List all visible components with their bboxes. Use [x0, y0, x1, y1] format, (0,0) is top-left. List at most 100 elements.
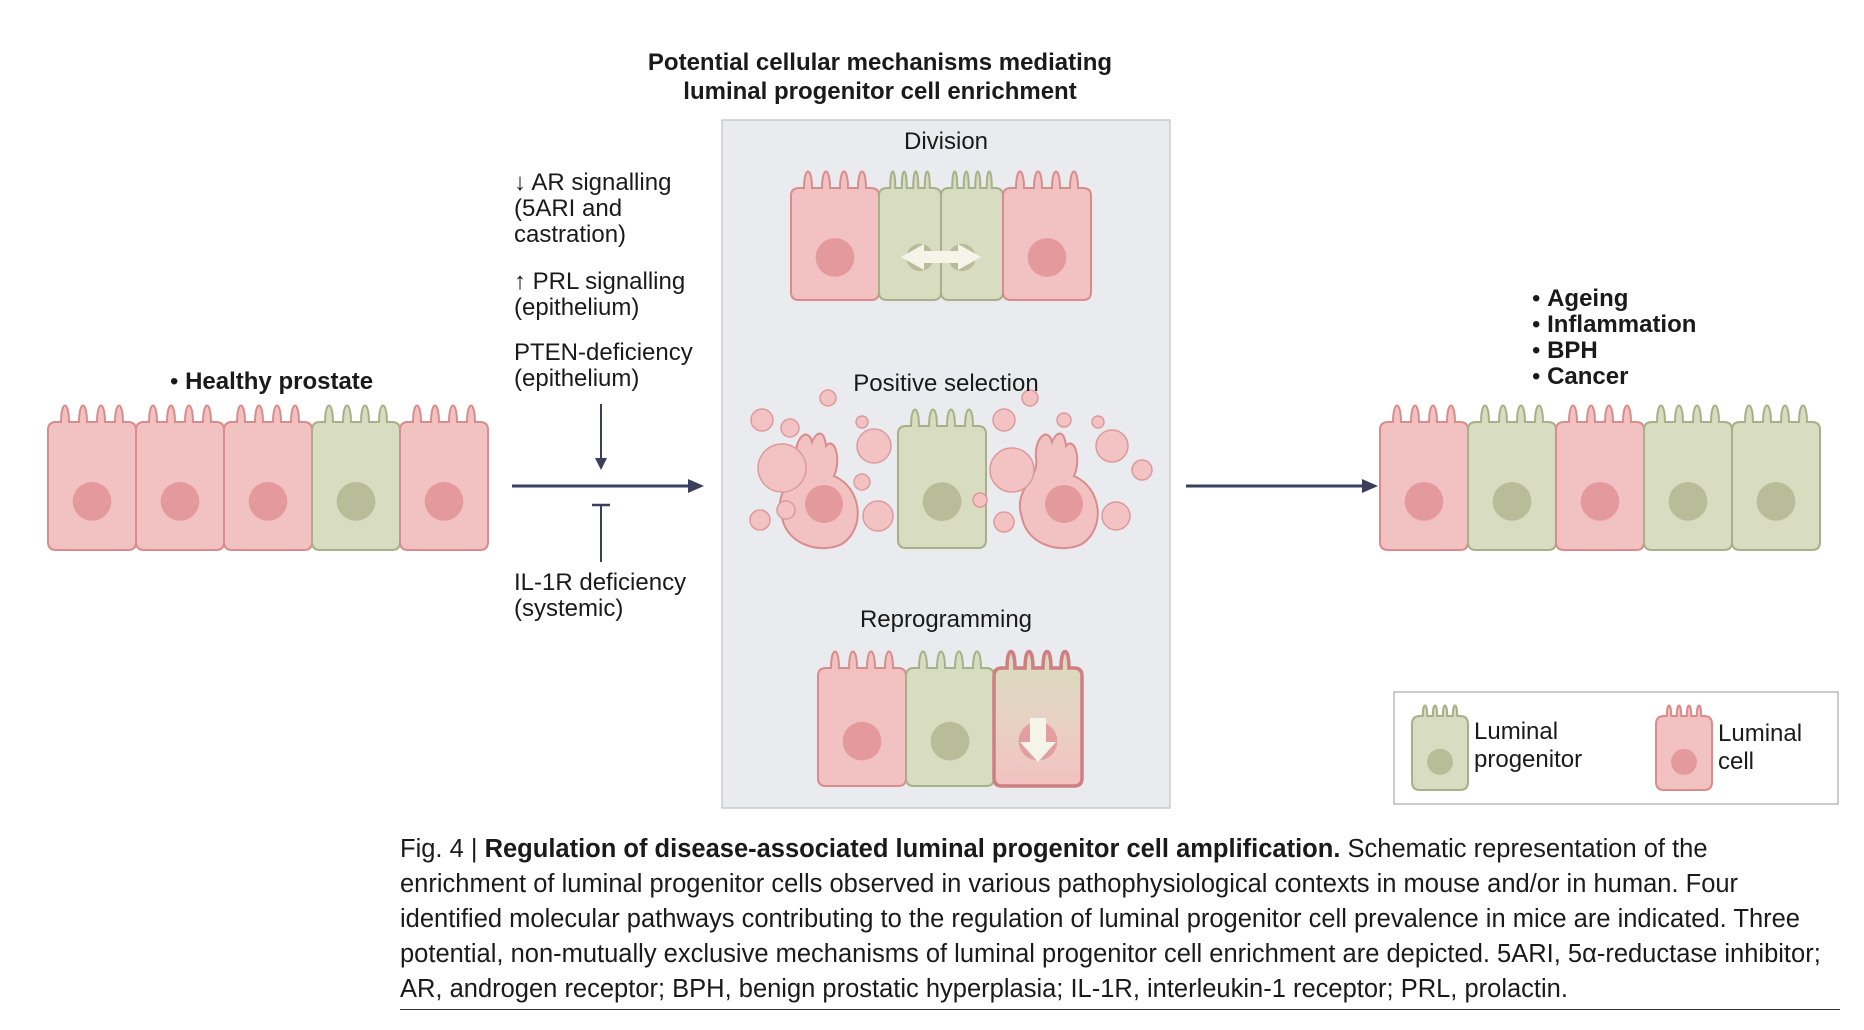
disease-cell-5-progenitor [1731, 404, 1821, 551]
mechanism-division-label: Division [903, 128, 989, 155]
apoptotic-bleb-8 [856, 428, 892, 464]
disease-cell-3-luminal [1555, 404, 1645, 551]
apoptotic-bleb-19 [972, 492, 988, 508]
apoptotic-bleb-7 [776, 500, 796, 520]
legend-progenitor-swatch-nucleus [1427, 748, 1453, 775]
healthy-cell-3-luminal [223, 404, 313, 551]
apoptotic-bleb-9 [862, 500, 894, 532]
division-cell-right [1002, 170, 1092, 301]
regulator-prl: ↑ PRL signalling (epithelium) [514, 269, 685, 321]
healthy-prostate-text: Healthy prostate [185, 368, 374, 395]
disease-cell-1-luminal-body [1379, 404, 1469, 551]
regulator-ar: ↓ AR signalling (5ARI and castration) [514, 170, 671, 248]
disease-cell-2-progenitor-nucleus [1492, 482, 1532, 521]
regulator-ar-line-1: ↓ AR signalling [514, 169, 672, 196]
regulator-il1r-line-1: IL-1R deficiency [514, 569, 687, 596]
reprogramming-progenitor-cell [905, 650, 995, 787]
apoptotic-bleb-10 [853, 473, 871, 491]
caption-body: Schematic representation of the enrichme… [400, 835, 1821, 1003]
selection-dying-cell-left-nucleus [805, 485, 843, 523]
apoptotic-bleb-18 [993, 511, 1015, 533]
healthy-cell-3-luminal-nucleus [248, 482, 288, 521]
division-progenitor-left-body [878, 170, 942, 301]
healthy-cell-5-luminal-body [399, 404, 489, 551]
caption-title: Regulation of disease-associated luminal… [484, 835, 1341, 863]
disease-cell-3-luminal-nucleus [1580, 482, 1620, 521]
context-inflammation-text: Inflammation [1547, 311, 1697, 338]
context-inflammation: • Inflammation [1532, 311, 1697, 338]
reprogramming-luminal-cell-body [817, 650, 907, 787]
regulator-prl-line-1: ↑ PRL signalling [514, 268, 686, 295]
legend-progenitor-swatch [1411, 704, 1469, 791]
apoptotic-bleb-3 [819, 389, 837, 407]
caption-rule [400, 1009, 1840, 1010]
selection-progenitor-cell [897, 408, 987, 549]
apoptotic-bleb-2 [780, 418, 800, 438]
disease-cell-4-progenitor-nucleus [1668, 482, 1708, 521]
disease-cell-5-progenitor-nucleus [1756, 482, 1796, 521]
legend-luminal-line-2: cell [1718, 748, 1755, 775]
healthy-cell-1-luminal [47, 404, 137, 551]
apoptotic-bleb-14 [989, 447, 1035, 493]
context-bph-text: BPH [1547, 337, 1598, 364]
healthy-cell-4-progenitor-nucleus [336, 482, 376, 521]
inhibition-bar [592, 503, 610, 562]
disease-cell-2-progenitor-body [1467, 404, 1557, 551]
mechanism-reprogramming-label: Reprogramming [859, 606, 1033, 633]
healthy-cell-2-luminal-nucleus [160, 482, 200, 521]
regulator-il1r-line-2: (systemic) [514, 595, 624, 622]
healthy-cell-1-luminal-body [47, 404, 137, 551]
selection-progenitor-cell-body [897, 408, 987, 549]
figure-caption: Fig. 4 | Regulation of disease-associate… [400, 832, 1840, 1007]
selection-dying-cell-right-nucleus [1045, 485, 1083, 523]
healthy-cell-1-luminal-nucleus [72, 482, 112, 521]
healthy-cell-2-luminal-body [135, 404, 225, 551]
context-ageing-text: Ageing [1547, 285, 1629, 312]
apoptotic-bleb-13 [1056, 412, 1072, 428]
division-progenitor-left [878, 170, 942, 301]
healthy-cell-3-luminal-body [223, 404, 313, 551]
legend-luminal-line-1: Luminal [1718, 720, 1803, 747]
regulator-il1r: IL-1R deficiency (systemic) [514, 570, 686, 622]
reprogramming-progenitor-cell-body [905, 650, 995, 787]
division-progenitor-right-body [940, 170, 1004, 301]
mechanisms-title-line-1: Potential cellular mechanisms mediating [647, 49, 1113, 76]
disease-cell-4-progenitor-body [1643, 404, 1733, 551]
reprogramming-arrow-icon [1020, 718, 1056, 762]
legend-luminal-swatch [1655, 704, 1713, 791]
division-cell-right-body [1002, 170, 1092, 301]
arrow-mechanisms-to-disease [1186, 479, 1378, 493]
reprogramming-luminal-cell-nucleus [842, 721, 882, 761]
legend-progenitor-line-2: progenitor [1474, 746, 1583, 773]
apoptotic-bleb-12 [1021, 389, 1039, 407]
apoptotic-bleb-6 [749, 509, 771, 531]
healthy-cell-5-luminal [399, 404, 489, 551]
healthy-prostate-label: • Healthy prostate [170, 369, 373, 395]
healthy-cell-2-luminal [135, 404, 225, 551]
apoptotic-bleb-17 [1101, 501, 1131, 531]
division-cell-left-body [790, 170, 880, 301]
regulator-prl-line-2: (epithelium) [514, 294, 640, 321]
division-arrows-icon [901, 244, 981, 270]
disease-cell-3-luminal-body [1555, 404, 1645, 551]
legend-progenitor-label: Luminal progenitor [1474, 718, 1582, 774]
context-bph: • BPH [1532, 337, 1598, 364]
division-cell-left-nucleus [815, 238, 855, 277]
mechanisms-title-line-2: luminal progenitor cell enrichment [683, 78, 1077, 105]
context-cancer: • Cancer [1532, 363, 1629, 390]
regulator-pten-line-2: (epithelium) [514, 365, 640, 392]
healthy-cell-5-luminal-nucleus [424, 482, 464, 521]
reprogramming-progenitor-cell-nucleus [930, 721, 970, 761]
regulator-ar-line-3: castration) [514, 221, 627, 248]
disease-cell-5-progenitor-body [1731, 404, 1821, 551]
context-cancer-text: Cancer [1547, 363, 1629, 390]
apoptotic-bleb-11 [992, 408, 1016, 432]
regulator-ar-line-2: (5ARI and [514, 195, 623, 222]
regulator-pten-line-1: PTEN-deficiency [514, 339, 693, 366]
legend-luminal-swatch-body [1655, 704, 1713, 791]
division-progenitor-right [940, 170, 1004, 301]
disease-cell-4-progenitor [1643, 404, 1733, 551]
apoptotic-bleb-5 [757, 443, 807, 493]
